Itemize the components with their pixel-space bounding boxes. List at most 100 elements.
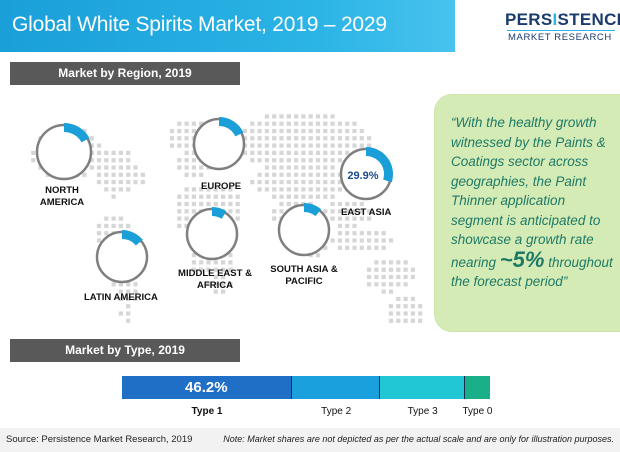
map-dot: [257, 150, 262, 155]
map-dot: [184, 187, 189, 192]
map-dot: [118, 165, 123, 170]
map-dot: [286, 150, 291, 155]
map-dot: [104, 223, 109, 228]
map-dot: [367, 267, 372, 272]
map-dot: [301, 143, 306, 148]
map-dot: [111, 282, 116, 287]
map-dot: [337, 121, 342, 126]
map-dot: [396, 267, 401, 272]
map-dot: [301, 121, 306, 126]
middle-east-africa-ring: [185, 207, 239, 261]
type-segment-value: 46.2%: [185, 379, 228, 396]
map-dot: [104, 172, 109, 177]
map-dot: [308, 187, 313, 192]
map-dot: [126, 289, 131, 294]
map-dot: [111, 223, 116, 228]
map-dot: [272, 187, 277, 192]
map-dot: [301, 114, 306, 119]
map-dot: [177, 216, 182, 221]
map-dot: [184, 128, 189, 134]
map-dot: [206, 282, 211, 287]
map-dot: [279, 150, 284, 155]
map-dot: [345, 209, 350, 214]
map-dot: [264, 165, 269, 170]
latin-america-label: LATIN AMERICA: [84, 292, 158, 303]
map-dot: [118, 172, 123, 177]
map-dot: [301, 180, 306, 185]
map-dot: [294, 187, 299, 192]
ring-share-arc: [366, 147, 393, 183]
map-dot: [330, 194, 335, 199]
map-dot: [126, 304, 131, 309]
map-dot: [403, 282, 408, 287]
map-dot: [279, 136, 284, 141]
map-dot: [272, 180, 277, 185]
map-dot: [381, 274, 386, 280]
map-dot: [367, 143, 372, 148]
map-dot: [337, 216, 342, 221]
map-dot: [315, 172, 321, 177]
map-dot: [367, 216, 372, 221]
growth-quote-box: “With the healthy growth witnessed by th…: [434, 94, 620, 332]
map-dot: [294, 180, 299, 185]
map-dot: [96, 231, 102, 236]
type-segment: [380, 376, 466, 399]
map-dot: [126, 311, 131, 316]
map-dot: [367, 282, 372, 287]
map-dot: [111, 216, 116, 221]
map-dot: [272, 136, 277, 141]
map-dot: [264, 158, 269, 163]
map-dot: [286, 128, 291, 134]
map-dot: [111, 194, 116, 199]
map-dot: [330, 172, 335, 177]
map-dot: [323, 158, 328, 163]
map-dot: [286, 172, 291, 177]
map-dot: [184, 209, 189, 214]
map-dot: [337, 180, 342, 185]
map-dot: [96, 158, 102, 163]
map-dot: [330, 187, 335, 192]
map-dot: [228, 267, 233, 272]
map-dot: [315, 136, 321, 141]
map-dot: [345, 136, 350, 141]
map-dot: [388, 274, 394, 280]
map-dot: [330, 143, 335, 148]
map-dot: [191, 201, 196, 207]
map-dot: [315, 187, 321, 192]
map-dot: [367, 136, 372, 141]
map-dot: [184, 172, 189, 177]
map-dot: [177, 121, 182, 126]
map-dot: [345, 231, 350, 236]
map-dot: [177, 165, 182, 170]
map-dot: [177, 223, 182, 228]
map-dot: [403, 296, 408, 301]
map-dot: [330, 201, 335, 207]
ring-track: [277, 203, 331, 257]
map-dot: [126, 318, 131, 323]
map-dot: [381, 260, 386, 265]
map-dot: [308, 121, 313, 126]
east-asia-ring: [339, 147, 393, 201]
map-dot: [250, 128, 255, 134]
map-dot: [337, 128, 342, 134]
map-dot: [111, 165, 116, 170]
map-dot: [126, 296, 131, 301]
map-dot: [323, 165, 328, 170]
map-dot: [286, 143, 291, 148]
map-dot: [337, 201, 342, 207]
map-dot: [323, 180, 328, 185]
map-dot: [352, 143, 357, 148]
map-dot: [89, 136, 94, 141]
map-dot: [126, 150, 131, 155]
map-dot: [330, 128, 335, 134]
map-dot: [374, 267, 379, 272]
map-dot: [133, 282, 138, 287]
map-dot: [308, 150, 313, 155]
note-text: Note: Market shares are not depicted as …: [223, 434, 614, 444]
type-segment-label: Type 2: [321, 406, 352, 417]
map-dot: [184, 194, 189, 199]
map-dot: [294, 165, 299, 170]
map-dot: [418, 311, 423, 316]
map-dot: [264, 180, 269, 185]
map-dot: [118, 158, 123, 163]
